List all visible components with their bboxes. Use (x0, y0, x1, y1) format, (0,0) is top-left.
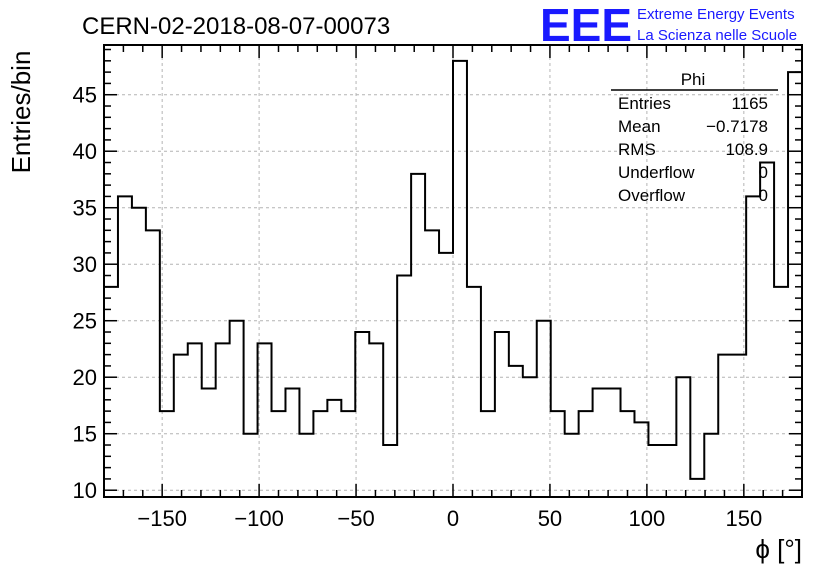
x-tick-label: −150 (137, 506, 187, 531)
histogram-line (104, 59, 802, 480)
stats-label: Mean (618, 117, 661, 136)
plot-frame (103, 44, 803, 498)
x-tick-label: 0 (447, 506, 459, 531)
stats-label: RMS (618, 140, 656, 159)
y-tick-label: 40 (73, 139, 97, 164)
stats-title: Phi (681, 70, 706, 89)
y-tick-label: 15 (73, 422, 97, 447)
x-tick-label: 100 (629, 506, 666, 531)
y-axis-label: Entries/bin (6, 51, 36, 174)
ticks-layer: −150 −100 −50 0 50 100 150 10 15 20 25 30 35 40 45 (73, 45, 802, 531)
y-tick-label: 20 (73, 365, 97, 390)
x-tick-label: −100 (234, 506, 284, 531)
stats-label: Overflow (618, 186, 686, 205)
x-axis-label: ϕ [°] (755, 534, 802, 564)
y-tick-label: 45 (73, 83, 97, 108)
eee-logo: EEE (540, 0, 632, 51)
y-tick-label: 10 (73, 478, 97, 503)
x-tick-label: 50 (538, 506, 562, 531)
stats-label: Underflow (618, 163, 695, 182)
run-title: CERN-02-2018-08-07-00073 (82, 13, 390, 40)
stats-value: 0 (759, 163, 768, 182)
stats-label: Entries (618, 94, 671, 113)
y-tick-label: 35 (73, 196, 97, 221)
stats-value: −0.7178 (706, 117, 768, 136)
logo-line-2: La Scienza nelle Scuole (637, 27, 797, 44)
stats-value: 1165 (731, 94, 768, 113)
y-tick-label: 30 (73, 252, 97, 277)
logo-line-1: Extreme Energy Events (637, 6, 795, 23)
stats-value: 108.9 (725, 140, 768, 159)
stats-box: Phi Entries 1165 Mean −0.7178 RMS 108.9 … (611, 70, 778, 205)
x-tick-label: 150 (725, 506, 762, 531)
stats-value: 0 (759, 186, 768, 205)
x-tick-label: −50 (337, 506, 374, 531)
y-tick-label: 25 (73, 309, 97, 334)
